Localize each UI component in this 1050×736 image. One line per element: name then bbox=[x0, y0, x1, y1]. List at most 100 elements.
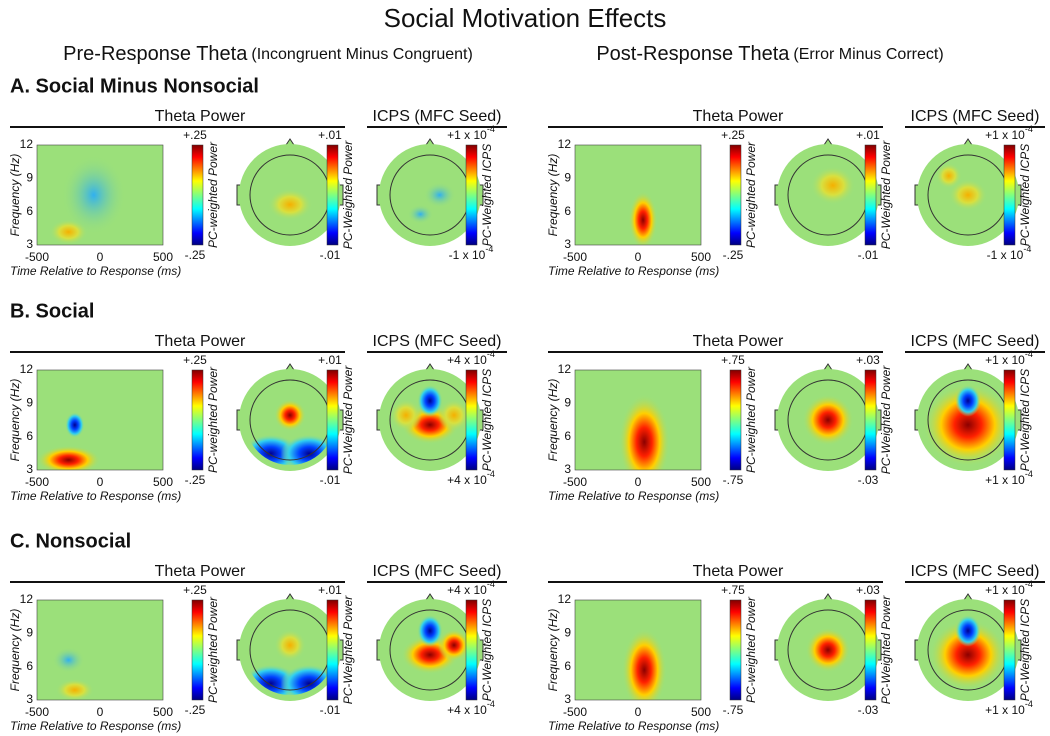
x-axis-label: Time Relative to Response (ms) bbox=[548, 489, 719, 503]
head-outline bbox=[379, 144, 481, 246]
topo-blob bbox=[417, 384, 443, 417]
topo-blob bbox=[955, 614, 981, 647]
heatmap-blob bbox=[52, 647, 85, 673]
x-tick-label: 0 bbox=[97, 705, 104, 719]
colorbar-top: +1 x 10-4 bbox=[985, 124, 1033, 142]
colorbar-label: PC-Weighted ICPS bbox=[1018, 599, 1032, 702]
colorbar-label: PC-Weighted Power bbox=[341, 365, 355, 474]
x-tick-label: 500 bbox=[153, 705, 173, 719]
heatmap-blobs bbox=[618, 394, 670, 470]
colorbar-label: PC-Weighted Power bbox=[879, 365, 893, 474]
heatmap-blob bbox=[61, 155, 126, 235]
topo-blobs bbox=[810, 166, 856, 205]
colorbar-bottom: -.03 bbox=[858, 473, 879, 487]
x-tick-label: -500 bbox=[25, 705, 49, 719]
colorbar bbox=[465, 144, 478, 246]
topo-blobs bbox=[802, 394, 854, 446]
colorbar-bottom: -.25 bbox=[185, 248, 206, 262]
colorbar-top: +.25 bbox=[183, 583, 207, 597]
y-axis-label: Frequency (Hz) bbox=[8, 154, 22, 237]
colorbar-bottom: -.25 bbox=[185, 703, 206, 717]
section-title: ICPS (MFC Seed) bbox=[911, 563, 1040, 580]
colorbar-exp: -4 bbox=[1025, 579, 1033, 589]
y-tick-label: 6 bbox=[564, 659, 571, 673]
topo-blob bbox=[929, 619, 1007, 690]
topo-blob bbox=[390, 399, 422, 432]
y-tick-label: 12 bbox=[558, 137, 572, 151]
heatmap-frame bbox=[36, 144, 164, 246]
colorbar bbox=[864, 144, 877, 246]
column-subtitle: (Error Minus Correct) bbox=[793, 46, 943, 63]
topo-blob bbox=[810, 166, 856, 205]
colorbar-label: PC-Weighted Power bbox=[341, 595, 355, 704]
colorbar-base: +1 x 10 bbox=[985, 128, 1025, 142]
colorbar-label: PC-weighted Power bbox=[206, 141, 220, 248]
heatmap-blob bbox=[37, 445, 101, 470]
colorbar-top: +.75 bbox=[721, 583, 745, 597]
topo-blobs bbox=[407, 182, 456, 224]
section-title: Theta Power bbox=[155, 108, 246, 125]
x-tick-label: 0 bbox=[635, 250, 642, 264]
topo-blobs bbox=[923, 383, 1013, 467]
colorbar-top: +.03 bbox=[856, 583, 880, 597]
y-tick-label: 3 bbox=[564, 692, 571, 706]
colorbar-base: +4 x 10 bbox=[447, 703, 487, 717]
heatmap-frame bbox=[36, 369, 164, 471]
colorbar-base: +4 x 10 bbox=[447, 473, 487, 487]
heatmap-blobs bbox=[52, 647, 94, 700]
colorbar-label: PC-Weighted Power bbox=[341, 140, 355, 249]
colorbar-base: -1 x 10 bbox=[987, 248, 1024, 262]
x-axis-label: Time Relative to Response (ms) bbox=[10, 719, 181, 733]
colorbar-base: +4 x 10 bbox=[447, 583, 487, 597]
colorbar-exp: -4 bbox=[1025, 699, 1033, 709]
colorbar-base: +1 x 10 bbox=[447, 128, 487, 142]
colorbar-label: PC-Weighted ICPS bbox=[480, 369, 494, 472]
colorbar bbox=[326, 599, 339, 701]
x-tick-label: -500 bbox=[563, 705, 587, 719]
colorbar-label: PC-Weighted Power bbox=[879, 595, 893, 704]
column-title: Pre-Response Theta bbox=[63, 43, 248, 65]
colorbar-top: +.25 bbox=[183, 353, 207, 367]
topo-blobs bbox=[267, 188, 313, 221]
y-tick-label: 3 bbox=[26, 237, 33, 251]
colorbar-exp: -4 bbox=[487, 124, 495, 134]
colorbar bbox=[729, 599, 742, 701]
section-title: Theta Power bbox=[155, 563, 246, 580]
colorbar-bottom: -.75 bbox=[723, 703, 744, 717]
topo-blob bbox=[417, 614, 443, 647]
colorbar-bottom: +1 x 10-4 bbox=[985, 699, 1033, 717]
colorbar-top: +.03 bbox=[856, 353, 880, 367]
colorbar-exp: -4 bbox=[1025, 349, 1033, 359]
y-tick-label: 6 bbox=[26, 204, 33, 218]
topo-blob bbox=[274, 629, 306, 662]
topo-blob bbox=[274, 399, 306, 432]
colorbar-base: +1 x 10 bbox=[985, 583, 1025, 597]
colorbar-top: +.01 bbox=[318, 353, 342, 367]
y-tick-label: 9 bbox=[564, 625, 571, 639]
y-tick-label: 3 bbox=[564, 462, 571, 476]
figure-title: Social Motivation Effects bbox=[384, 3, 667, 33]
colorbar bbox=[1003, 369, 1016, 471]
x-tick-label: 0 bbox=[97, 250, 104, 264]
colorbar-top: +.01 bbox=[318, 128, 342, 142]
colorbar-bottom: -1 x 10-4 bbox=[449, 244, 494, 262]
topo-blobs bbox=[401, 614, 470, 674]
colorbar-exp: -4 bbox=[1025, 469, 1033, 479]
colorbar-base: +1 x 10 bbox=[985, 473, 1025, 487]
colorbar-top: +.01 bbox=[318, 583, 342, 597]
heatmap-blob bbox=[621, 628, 667, 700]
colorbar-exp: -4 bbox=[487, 349, 495, 359]
row-label: A. Social Minus Nonsocial bbox=[10, 75, 259, 97]
topo-blob bbox=[923, 383, 1013, 467]
colorbar-label: PC-weighted Power bbox=[744, 141, 758, 248]
section-title: Theta Power bbox=[693, 108, 784, 125]
y-tick-label: 9 bbox=[26, 395, 33, 409]
x-tick-label: 500 bbox=[691, 705, 711, 719]
y-tick-label: 12 bbox=[558, 592, 572, 606]
heatmap-blob bbox=[65, 412, 85, 438]
colorbar-label: PC-Weighted ICPS bbox=[480, 599, 494, 702]
x-tick-label: 0 bbox=[635, 475, 642, 489]
head-outline bbox=[917, 599, 1019, 701]
x-axis-label: Time Relative to Response (ms) bbox=[548, 719, 719, 733]
